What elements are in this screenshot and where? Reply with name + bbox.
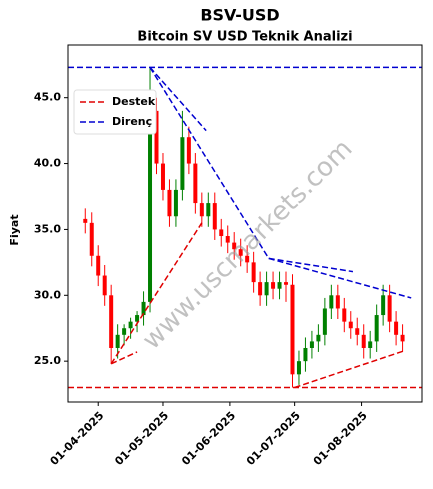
y-axis-label: Fiyat: [8, 214, 21, 245]
candle-body: [141, 301, 146, 316]
trend-line: [149, 66, 270, 259]
candle-body: [361, 334, 366, 348]
legend-label: Direnç: [112, 115, 152, 128]
candle-body: [193, 163, 198, 204]
candle-body: [232, 242, 237, 250]
candle-body: [186, 137, 191, 164]
candle-body: [238, 249, 243, 256]
candle-body: [381, 295, 386, 316]
trend-line: [294, 349, 405, 389]
trend-line: [268, 257, 354, 273]
candle-body: [219, 229, 224, 237]
legend-box: [73, 89, 157, 135]
candle-body: [348, 321, 353, 329]
x-tick-label: 01-07-2025: [244, 409, 303, 468]
candle-body: [128, 321, 133, 329]
plot-frame: [67, 44, 423, 403]
candle-body: [355, 328, 360, 335]
candle-body: [251, 262, 256, 283]
candle-body: [160, 163, 165, 190]
x-tick-label: 01-08-2025: [311, 409, 370, 468]
candle-body: [245, 255, 250, 263]
y-tick-label: 30.0: [34, 288, 61, 301]
candle-body: [212, 203, 217, 230]
trend-line: [268, 257, 412, 299]
candle-body: [102, 275, 107, 296]
trend-line: [149, 66, 207, 132]
y-tick-label: 40.0: [34, 157, 61, 170]
candle-body: [173, 189, 178, 217]
y-tick-label: 35.0: [34, 222, 61, 235]
y-tick-label: 25.0: [34, 354, 61, 367]
candle-body: [329, 295, 334, 309]
candle-body: [122, 328, 127, 335]
x-tick-label: 01-05-2025: [112, 409, 171, 468]
candle-body: [387, 295, 392, 322]
trend-line: [110, 351, 138, 365]
candle-body: [374, 315, 379, 342]
candle-body: [264, 282, 269, 296]
candle-body: [225, 236, 230, 243]
trend-line: [110, 222, 203, 365]
candle-body: [115, 334, 120, 348]
candle-body: [199, 203, 204, 217]
candle-body: [277, 282, 282, 289]
candle-body: [109, 295, 114, 348]
x-tick-label: 01-04-2025: [48, 409, 107, 468]
candle-body: [89, 222, 94, 256]
candle-body: [342, 308, 347, 322]
candle-body: [83, 218, 88, 223]
legend-label: Destek: [112, 95, 156, 108]
candle-body: [154, 110, 159, 164]
candle-body: [271, 282, 276, 289]
candle-body: [180, 137, 185, 190]
candle-body: [394, 321, 399, 335]
x-tick-label: 01-06-2025: [179, 409, 238, 468]
candle-body: [309, 341, 314, 348]
candle-body: [206, 203, 211, 217]
candle-body: [167, 189, 172, 217]
candle-body: [148, 110, 153, 302]
candle-body: [303, 347, 308, 362]
chart-subtitle: Bitcoin SV USD Teknik Analizi: [137, 30, 352, 45]
candle-body: [284, 282, 289, 285]
candle-body: [296, 361, 301, 375]
candle-body: [368, 341, 373, 348]
candle-body: [258, 282, 263, 296]
candle-body: [400, 334, 405, 342]
candle-body: [135, 315, 140, 322]
y-tick-label: 45.0: [34, 91, 61, 104]
candle-body: [290, 284, 295, 375]
candle-body: [335, 295, 340, 309]
candle-body: [316, 334, 321, 342]
candle-body: [322, 308, 327, 335]
candle-body: [96, 255, 101, 276]
chart-title: BSV-USD: [200, 6, 279, 25]
